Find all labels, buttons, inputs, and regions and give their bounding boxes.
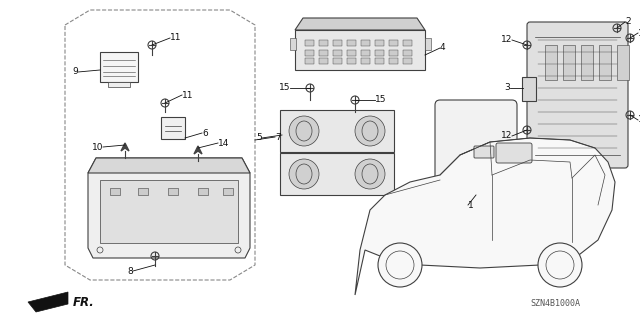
Bar xyxy=(375,40,384,46)
FancyBboxPatch shape xyxy=(522,77,536,101)
FancyBboxPatch shape xyxy=(280,153,394,195)
Text: 10: 10 xyxy=(92,143,103,152)
Bar xyxy=(333,40,342,46)
Bar xyxy=(375,50,384,56)
Polygon shape xyxy=(28,292,68,312)
Polygon shape xyxy=(121,143,129,151)
Ellipse shape xyxy=(289,116,319,146)
Text: 15: 15 xyxy=(375,95,387,105)
Polygon shape xyxy=(100,180,238,243)
FancyBboxPatch shape xyxy=(435,100,517,205)
Bar xyxy=(305,50,314,56)
Bar xyxy=(361,40,370,46)
Bar xyxy=(138,188,148,195)
FancyBboxPatch shape xyxy=(527,22,628,168)
Bar xyxy=(333,58,342,64)
FancyBboxPatch shape xyxy=(161,117,185,139)
Text: 11: 11 xyxy=(170,33,182,42)
Bar xyxy=(375,58,384,64)
Text: 11: 11 xyxy=(182,91,193,100)
Polygon shape xyxy=(355,138,615,295)
Bar xyxy=(100,52,138,82)
Text: 14: 14 xyxy=(218,138,229,147)
Bar xyxy=(290,38,296,50)
Polygon shape xyxy=(295,18,425,30)
Bar xyxy=(108,82,130,87)
Text: 8: 8 xyxy=(127,266,133,276)
Bar xyxy=(198,188,208,195)
Bar xyxy=(319,40,328,46)
Bar xyxy=(545,45,557,80)
Text: 13: 13 xyxy=(638,28,640,38)
Polygon shape xyxy=(295,30,425,70)
Text: 6: 6 xyxy=(202,129,208,137)
Bar xyxy=(223,188,233,195)
Bar xyxy=(361,58,370,64)
Text: 4: 4 xyxy=(440,43,445,53)
Bar xyxy=(599,45,611,80)
Text: 5: 5 xyxy=(256,133,262,143)
Polygon shape xyxy=(88,158,250,173)
Polygon shape xyxy=(194,146,202,154)
Bar xyxy=(389,58,398,64)
Bar xyxy=(403,40,412,46)
Ellipse shape xyxy=(355,116,385,146)
Bar xyxy=(403,58,412,64)
FancyBboxPatch shape xyxy=(474,146,494,158)
Text: 1: 1 xyxy=(468,201,474,210)
Text: FR.: FR. xyxy=(73,296,95,309)
Bar xyxy=(581,45,593,80)
Text: 7: 7 xyxy=(275,132,281,142)
Text: 2: 2 xyxy=(625,18,630,26)
FancyBboxPatch shape xyxy=(280,110,394,152)
Bar xyxy=(563,45,575,80)
Text: 9: 9 xyxy=(72,68,78,77)
FancyBboxPatch shape xyxy=(496,143,532,163)
Bar xyxy=(347,40,356,46)
Text: 12: 12 xyxy=(500,35,512,44)
Bar xyxy=(333,50,342,56)
Text: 13: 13 xyxy=(638,115,640,124)
Bar xyxy=(389,40,398,46)
Bar xyxy=(425,38,431,50)
Text: 3: 3 xyxy=(504,84,510,93)
Ellipse shape xyxy=(355,159,385,189)
Text: 15: 15 xyxy=(278,84,290,93)
Bar xyxy=(347,58,356,64)
Bar xyxy=(319,58,328,64)
Bar xyxy=(168,188,178,195)
Bar xyxy=(403,50,412,56)
Bar xyxy=(319,50,328,56)
Bar xyxy=(305,40,314,46)
Circle shape xyxy=(538,243,582,287)
Ellipse shape xyxy=(289,159,319,189)
Circle shape xyxy=(378,243,422,287)
Text: SZN4B1000A: SZN4B1000A xyxy=(530,299,580,308)
Bar xyxy=(617,45,629,80)
Bar xyxy=(361,50,370,56)
Bar xyxy=(305,58,314,64)
Bar xyxy=(389,50,398,56)
Bar xyxy=(347,50,356,56)
Text: 12: 12 xyxy=(500,131,512,140)
Ellipse shape xyxy=(465,181,487,189)
Polygon shape xyxy=(88,158,250,258)
Bar xyxy=(110,188,120,195)
